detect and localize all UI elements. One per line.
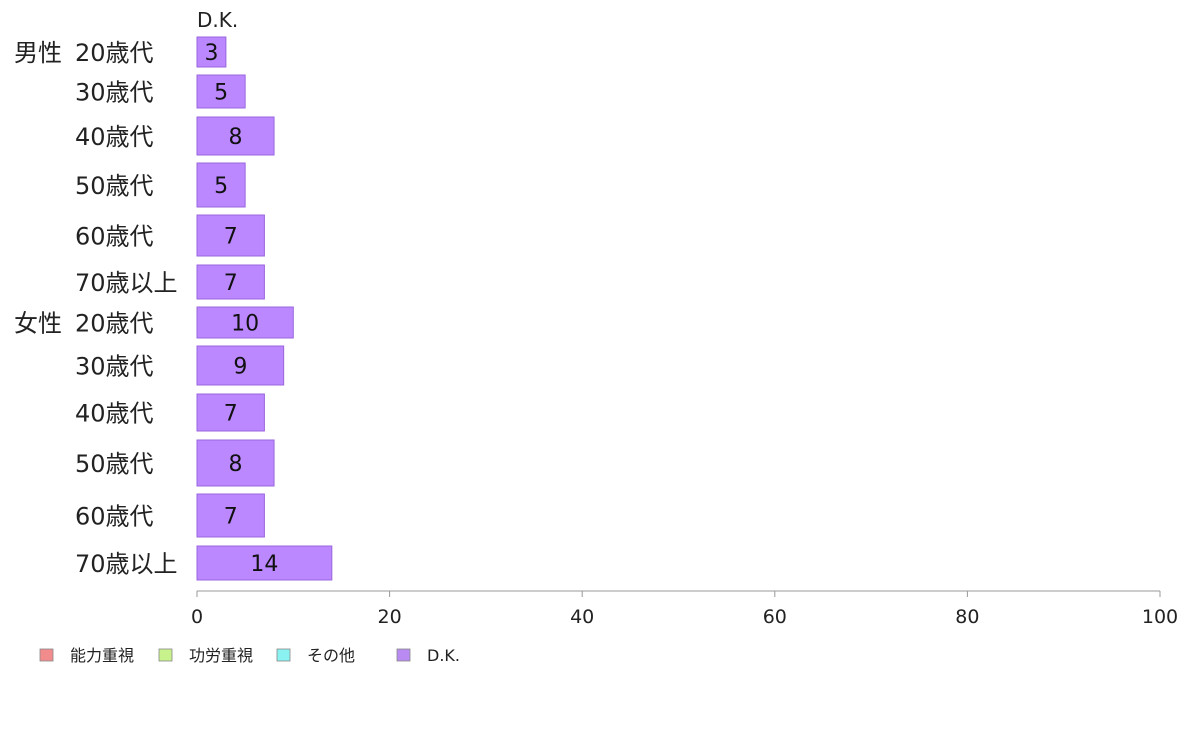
category-label: 60歳代 <box>75 503 154 531</box>
bar <box>196 214 265 257</box>
group-label: 女性 <box>14 310 62 338</box>
category-label: 40歳代 <box>75 400 154 428</box>
category-label: 60歳代 <box>75 223 154 251</box>
legend-swatch <box>276 648 291 662</box>
x-tick-label: 80 <box>955 606 979 628</box>
x-tick-label: 20 <box>378 606 402 628</box>
category-label: 50歳代 <box>75 450 154 478</box>
bar <box>196 162 246 208</box>
legend-label: D.K. <box>427 646 460 665</box>
category-label: 40歳代 <box>75 123 154 151</box>
bar-value-label: 3 <box>204 41 218 66</box>
bar <box>196 345 285 386</box>
legend-label: その他 <box>307 646 355 665</box>
bar-value-label: 5 <box>214 174 228 199</box>
category-label: 20歳代 <box>75 310 154 338</box>
bar <box>196 439 275 487</box>
category-label: 50歳代 <box>75 172 154 200</box>
bar-value-label: 7 <box>224 505 238 530</box>
bar <box>196 116 275 156</box>
series-title: D.K. <box>197 8 238 32</box>
x-tick-label: 40 <box>570 606 594 628</box>
bar <box>196 74 246 109</box>
legend-swatch <box>158 648 173 662</box>
bar <box>196 493 265 538</box>
category-label: 30歳代 <box>75 79 154 107</box>
bar-value-label: 9 <box>233 355 247 380</box>
category-label: 70歳以上 <box>75 550 178 578</box>
bar-value-label: 14 <box>250 552 278 577</box>
legend-label: 功労重視 <box>189 646 253 665</box>
bar-value-label: 8 <box>229 452 243 477</box>
bar-value-label: 7 <box>224 271 238 296</box>
bar <box>196 36 227 68</box>
bar-value-label: 7 <box>224 225 238 250</box>
x-tick-label: 0 <box>191 606 203 628</box>
category-label: 70歳以上 <box>75 269 178 297</box>
legend-label: 能力重視 <box>70 646 134 665</box>
category-label: 30歳代 <box>75 353 154 381</box>
group-label: 男性 <box>14 39 62 67</box>
bar-value-label: 10 <box>231 312 259 337</box>
bar-value-label: 8 <box>229 125 243 150</box>
bar <box>196 393 265 432</box>
bar-value-label: 7 <box>224 402 238 427</box>
bar-value-label: 5 <box>214 81 228 106</box>
x-tick-label: 60 <box>763 606 787 628</box>
x-tick-label: 100 <box>1142 606 1178 628</box>
category-label: 20歳代 <box>75 39 154 67</box>
bar <box>196 264 265 300</box>
bar <box>196 306 294 339</box>
legend-swatch <box>396 648 411 662</box>
bar <box>196 545 333 581</box>
legend-swatch <box>39 648 54 662</box>
